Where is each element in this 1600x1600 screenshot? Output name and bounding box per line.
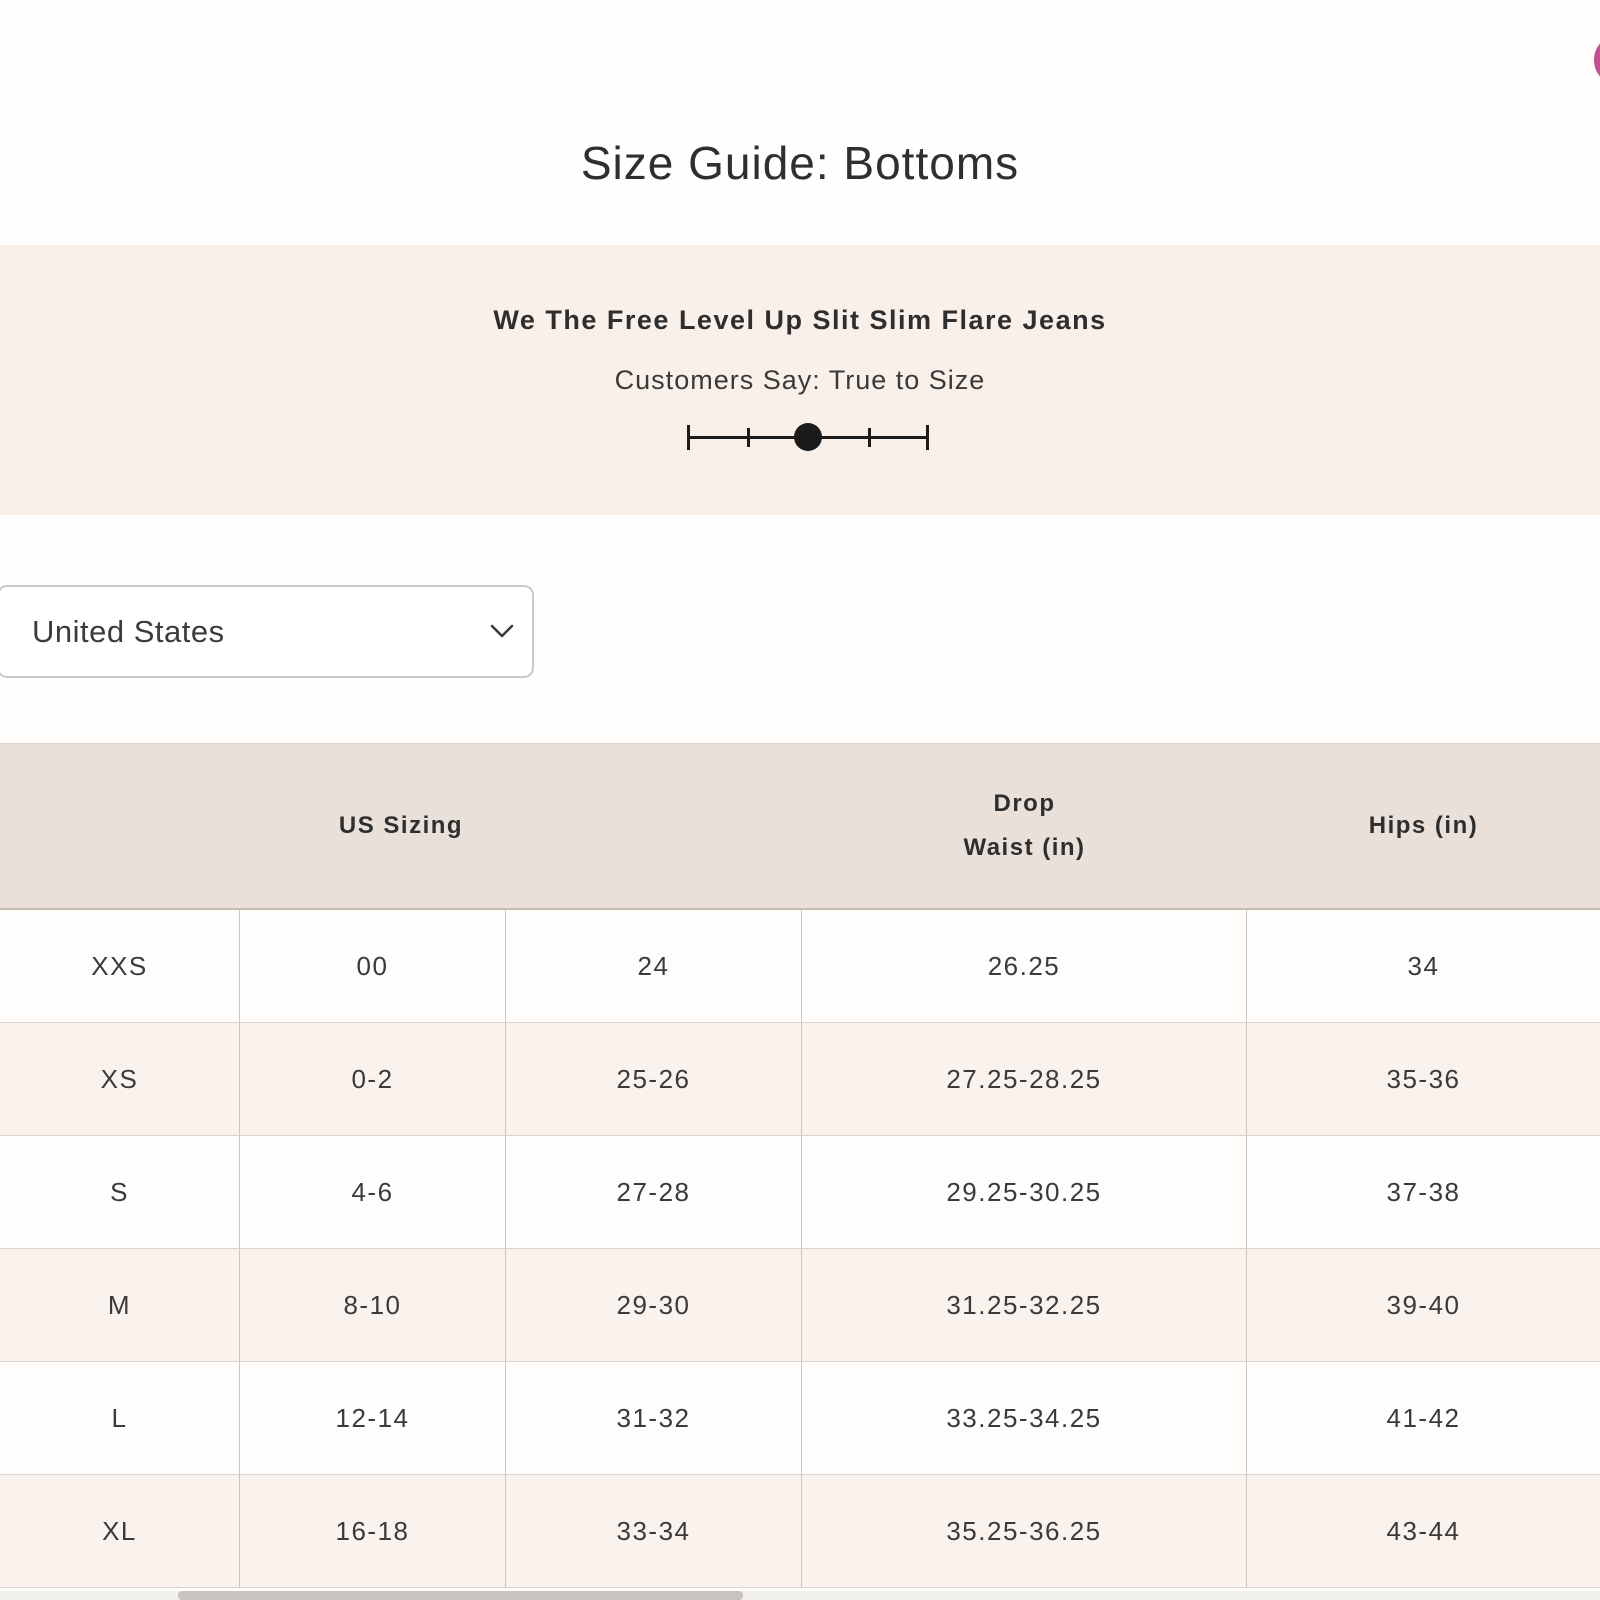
us-size-cell: 00	[240, 910, 506, 1023]
country-select[interactable]: United States	[0, 585, 534, 678]
waist-cell: 29-30	[506, 1249, 802, 1362]
waist-cell: 33-34	[506, 1475, 802, 1588]
table-header-row: US Sizing Drop Waist (in) Hips (in)	[0, 743, 1600, 910]
table-row: L 12-14 31-32 33.25-34.25 41-42	[0, 1362, 1600, 1475]
drop-waist-cell: 35.25-36.25	[802, 1475, 1247, 1588]
us-size-cell: 4-6	[240, 1136, 506, 1249]
drop-waist-cell: 27.25-28.25	[802, 1023, 1247, 1136]
fit-scale-left-end-tick	[687, 425, 690, 450]
us-size-cell: 12-14	[240, 1362, 506, 1475]
product-name: We The Free Level Up Slit Slim Flare Jea…	[493, 305, 1107, 335]
column-header-hips: Hips (in)	[1368, 812, 1479, 839]
drop-waist-cell: 33.25-34.25	[802, 1362, 1247, 1475]
column-header-drop-waist: Drop Waist (in)	[963, 790, 1086, 861]
fit-scale-tick	[867, 428, 871, 447]
us-size-cell: 16-18	[240, 1475, 506, 1588]
drop-waist-cell: 29.25-30.25	[802, 1136, 1247, 1249]
chat-badge-icon[interactable]	[1594, 34, 1600, 86]
hips-cell: 43-44	[1247, 1475, 1600, 1588]
table-row: XS 0-2 25-26 27.25-28.25 35-36	[0, 1023, 1600, 1136]
horizontal-scrollbar-thumb[interactable]	[178, 1591, 743, 1600]
us-size-cell: 8-10	[240, 1249, 506, 1362]
size-label-cell: M	[0, 1249, 240, 1362]
product-fit-banner: We The Free Level Up Slit Slim Flare Jea…	[0, 245, 1600, 515]
us-size-cell: 0-2	[240, 1023, 506, 1136]
hips-cell: 39-40	[1247, 1249, 1600, 1362]
table-row: S 4-6 27-28 29.25-30.25 37-38	[0, 1136, 1600, 1249]
waist-cell: 31-32	[506, 1362, 802, 1475]
waist-cell: 27-28	[506, 1136, 802, 1249]
size-label-cell: L	[0, 1362, 240, 1475]
size-label-cell: XS	[0, 1023, 240, 1136]
waist-cell: 24	[506, 910, 802, 1023]
fit-scale	[687, 415, 929, 463]
size-label-cell: S	[0, 1136, 240, 1249]
fit-summary-text: Customers Say: True to Size	[614, 365, 986, 395]
size-chart-table: US Sizing Drop Waist (in) Hips (in) XXS …	[0, 743, 1600, 1588]
waist-cell: 25-26	[506, 1023, 802, 1136]
table-body: XXS 00 24 26.25 34 XS 0-2 25-26 27.25-28…	[0, 910, 1600, 1588]
table-row: XXS 00 24 26.25 34	[0, 910, 1600, 1023]
country-select-value: United States	[32, 614, 225, 649]
fit-scale-dot-indicator	[794, 423, 822, 451]
column-header-us-sizing: US Sizing	[338, 812, 464, 839]
size-label-cell: XXS	[0, 910, 240, 1023]
size-label-cell: XL	[0, 1475, 240, 1588]
page-title: Size Guide: Bottoms	[580, 137, 1020, 189]
horizontal-scrollbar-track[interactable]	[0, 1591, 1600, 1600]
hips-cell: 34	[1247, 910, 1600, 1023]
fit-scale-right-end-tick	[926, 425, 929, 450]
chevron-down-icon	[488, 621, 516, 646]
hips-cell: 37-38	[1247, 1136, 1600, 1249]
fit-scale-tick	[746, 428, 750, 447]
drop-waist-cell: 31.25-32.25	[802, 1249, 1247, 1362]
hips-cell: 41-42	[1247, 1362, 1600, 1475]
table-row: XL 16-18 33-34 35.25-36.25 43-44	[0, 1475, 1600, 1588]
hips-cell: 35-36	[1247, 1023, 1600, 1136]
table-row: M 8-10 29-30 31.25-32.25 39-40	[0, 1249, 1600, 1362]
drop-waist-cell: 26.25	[802, 910, 1247, 1023]
